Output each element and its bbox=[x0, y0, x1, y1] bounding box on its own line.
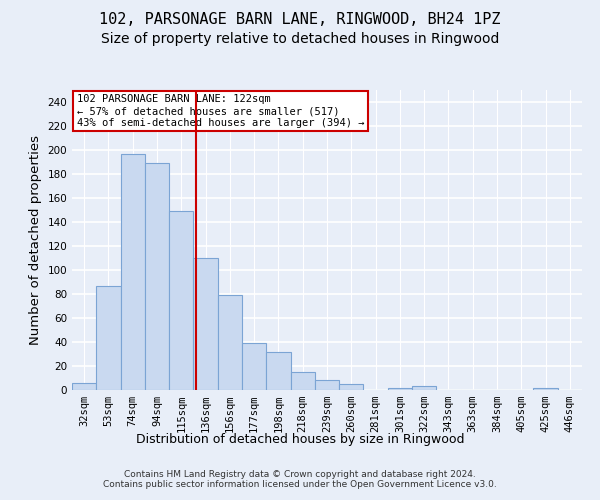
Bar bbox=[72, 383, 96, 390]
Y-axis label: Number of detached properties: Number of detached properties bbox=[29, 135, 42, 345]
Text: Contains HM Land Registry data © Crown copyright and database right 2024.
Contai: Contains HM Land Registry data © Crown c… bbox=[103, 470, 497, 490]
Text: Size of property relative to detached houses in Ringwood: Size of property relative to detached ho… bbox=[101, 32, 499, 46]
Bar bbox=[169, 211, 193, 390]
Text: 102, PARSONAGE BARN LANE, RINGWOOD, BH24 1PZ: 102, PARSONAGE BARN LANE, RINGWOOD, BH24… bbox=[99, 12, 501, 28]
Bar bbox=[290, 372, 315, 390]
Bar bbox=[242, 343, 266, 390]
Bar bbox=[218, 295, 242, 390]
Text: 102 PARSONAGE BARN LANE: 122sqm
← 57% of detached houses are smaller (517)
43% o: 102 PARSONAGE BARN LANE: 122sqm ← 57% of… bbox=[77, 94, 365, 128]
Bar bbox=[412, 386, 436, 390]
Bar bbox=[533, 388, 558, 390]
Text: Distribution of detached houses by size in Ringwood: Distribution of detached houses by size … bbox=[136, 432, 464, 446]
Bar bbox=[121, 154, 145, 390]
Bar bbox=[339, 384, 364, 390]
Bar bbox=[315, 380, 339, 390]
Bar bbox=[266, 352, 290, 390]
Bar bbox=[388, 388, 412, 390]
Bar bbox=[96, 286, 121, 390]
Bar bbox=[145, 163, 169, 390]
Bar bbox=[193, 258, 218, 390]
